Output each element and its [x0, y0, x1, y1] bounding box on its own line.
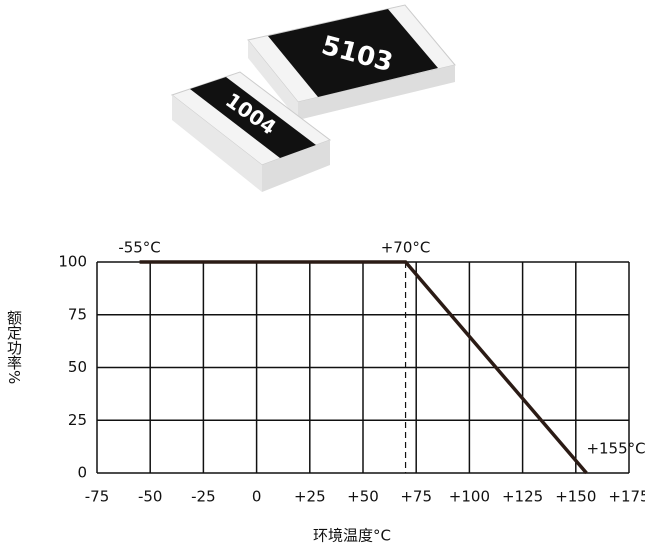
x-tick-label: -50 — [138, 488, 163, 506]
y-tick-label: 0 — [77, 464, 87, 482]
x-tick-label: -75 — [85, 488, 110, 506]
y-tick-label: 25 — [68, 411, 87, 429]
y-axis-label: 额定功率% — [5, 310, 23, 384]
y-tick-label: 100 — [58, 253, 87, 271]
x-tick-label: +75 — [400, 488, 432, 506]
x-tick-label: +25 — [294, 488, 326, 506]
x-tick-label: +125 — [502, 488, 543, 506]
annotation: +70°C — [381, 239, 431, 257]
x-axis-label: 环境温度°C — [313, 527, 391, 545]
y-tick-label: 75 — [68, 305, 87, 323]
annotation: -55°C — [118, 239, 160, 257]
x-tick-label: 0 — [252, 488, 262, 506]
x-tick-label: -25 — [191, 488, 216, 506]
x-tick-label: +100 — [449, 488, 490, 506]
x-tick-label: +175 — [608, 488, 645, 506]
x-tick-label: +50 — [347, 488, 379, 506]
y-tick-label: 50 — [68, 358, 87, 376]
annotation: +155°C — [586, 440, 645, 458]
data-line — [139, 260, 588, 475]
x-tick-label: +150 — [555, 488, 596, 506]
resistor-image: 5103 1004 — [170, 4, 456, 192]
